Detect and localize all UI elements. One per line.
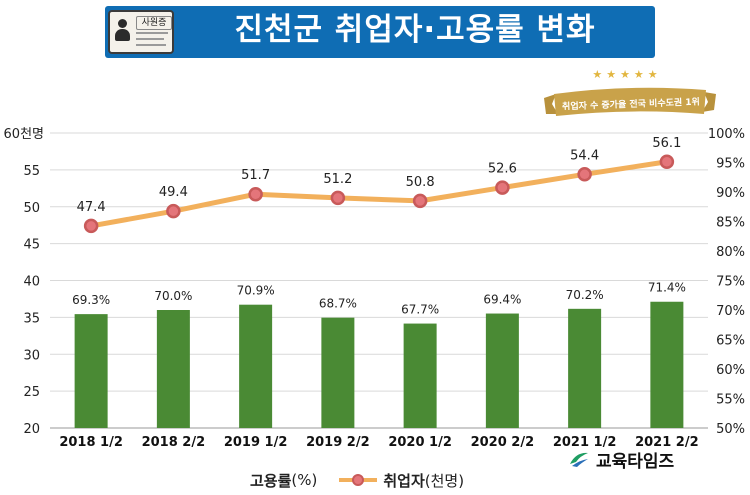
id-card-icon: 사원증	[108, 10, 174, 54]
legend-line-swatch	[339, 473, 378, 487]
bar-value-label: 68.7%	[319, 297, 357, 311]
id-card-line	[136, 38, 164, 40]
avatar-body-icon	[115, 29, 130, 41]
legend-item-bar: 고용률 (%)	[250, 470, 317, 491]
line-point	[577, 167, 592, 182]
right-tick-label: 80%	[716, 245, 745, 260]
right-axis: 50% 55% 60% 65% 70% 75% 80% 85% 90% 95% 100%	[708, 127, 745, 437]
left-tick-label: 45	[23, 238, 40, 253]
right-tick-label: 100%	[708, 127, 745, 142]
legend-item-line: 취업자 (천명)	[339, 470, 464, 491]
left-tick-label: 50	[23, 201, 40, 216]
category-axis: 2018 1/2 2018 2/2 2019 1/2 2019 2/2 2020 1/2…	[59, 435, 698, 450]
bar	[650, 301, 684, 428]
line-value-label: 54.4	[570, 148, 599, 163]
rating-stars: ★★★★★	[592, 68, 662, 81]
brand-name: 교육타임즈	[596, 451, 675, 472]
left-tick-label: 55	[23, 164, 40, 179]
bar-label-group: 69.3% 70.0% 70.9% 68.7% 67.7% 69.4% 70.2% 71.4%	[72, 281, 686, 317]
line-value-label: 52.6	[488, 162, 517, 177]
bar	[485, 313, 519, 428]
series-line	[88, 159, 670, 229]
bar	[321, 317, 355, 428]
left-axis: 20 25 30 35 40 45 50 55 60천명	[4, 127, 44, 437]
avatar-head-icon	[118, 19, 127, 28]
right-tick-label: 75%	[716, 275, 745, 290]
left-tick-label: 25	[23, 385, 40, 400]
id-card-line	[136, 44, 166, 46]
category-label: 2018 1/2	[59, 435, 123, 450]
left-tick-label: 40	[23, 275, 40, 290]
legend-bar-label: 고용률	[250, 471, 292, 490]
left-tick-label: 30	[23, 348, 40, 363]
line-value-label: 51.2	[323, 172, 352, 187]
line-point	[659, 154, 675, 170]
legend-line-label: 취업자	[383, 471, 425, 490]
bar-value-label: 69.4%	[483, 293, 521, 307]
category-label: 2018 2/2	[142, 435, 206, 450]
line-point	[330, 190, 346, 206]
bar-value-label: 70.2%	[566, 288, 604, 302]
bar-value-label: 70.0%	[154, 289, 192, 303]
category-label: 2020 1/2	[388, 435, 452, 450]
page-title: 진천군 취업자·고용률 변화	[234, 12, 596, 48]
bar-value-label: 67.7%	[401, 303, 439, 317]
right-tick-label: 90%	[716, 186, 745, 201]
line-point	[166, 203, 181, 219]
category-label: 2020 2/2	[471, 435, 535, 450]
legend-bar-unit: (%)	[291, 471, 318, 489]
left-tick-label: 20	[23, 422, 40, 437]
bar	[568, 308, 602, 428]
right-tick-label: 60%	[716, 363, 745, 378]
title-banner	[105, 6, 655, 58]
line-value-label: 49.4	[159, 185, 188, 200]
category-label: 2019 1/2	[224, 435, 288, 450]
right-tick-label: 50%	[716, 422, 745, 437]
bar	[156, 310, 190, 428]
brand-logo: 교육타임즈	[568, 447, 675, 472]
right-tick-label: 85%	[716, 216, 745, 231]
id-card-line	[136, 32, 168, 34]
category-label: 2021 2/2	[635, 435, 699, 450]
bar-value-label: 71.4%	[648, 281, 686, 295]
category-label: 2021 1/2	[553, 435, 617, 450]
bar-value-label: 69.3%	[72, 293, 110, 307]
left-tick-label: 35	[23, 311, 40, 326]
right-tick-label: 70%	[716, 304, 745, 319]
award-ribbon-icon	[544, 87, 716, 116]
combo-chart: 20 25 30 35 40 45 50 55 60천명 50% 55% 60% 65% 70% 75% 8…	[4, 127, 745, 450]
bar	[403, 323, 437, 428]
line-value-label: 56.1	[652, 136, 681, 151]
bar-series	[74, 301, 684, 428]
chart-legend: 고용률 (%) 취업자 (천명)	[250, 468, 486, 492]
line-value-label: 50.8	[406, 175, 435, 190]
bar	[74, 314, 108, 428]
grid-layer	[50, 132, 708, 429]
right-tick-label: 65%	[716, 334, 745, 349]
id-card-label: 사원증	[136, 16, 172, 30]
category-label: 2019 2/2	[306, 435, 370, 450]
line-series	[83, 154, 675, 234]
line-point	[248, 186, 263, 202]
line-point	[83, 218, 99, 234]
line-label-group: 47.4 49.4 51.7 51.2 50.8 52.6 54.4 56.1	[77, 136, 682, 215]
right-tick-label: 55%	[716, 393, 745, 408]
right-tick-label: 95%	[716, 157, 745, 172]
bar	[239, 304, 273, 428]
legend-line-unit: (천명)	[424, 471, 465, 490]
line-value-label: 51.7	[241, 168, 270, 183]
brand-swoosh-icon	[570, 452, 588, 467]
line-value-label: 47.4	[77, 200, 106, 215]
line-point	[412, 193, 428, 209]
left-axis-top-label: 60천명	[4, 127, 44, 142]
bar-value-label: 70.9%	[237, 284, 275, 298]
line-point	[495, 180, 510, 195]
